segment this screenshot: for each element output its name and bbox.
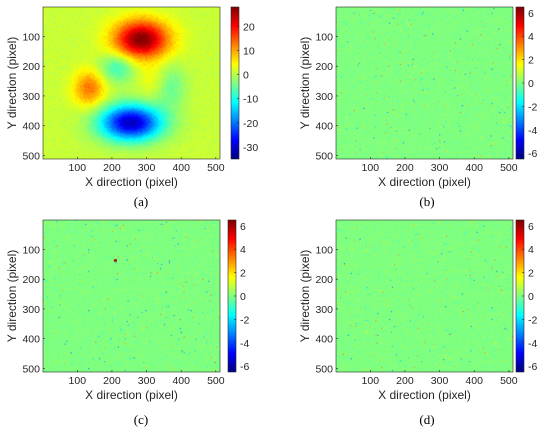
- panel-1-xtick-label-200: 200: [103, 162, 121, 174]
- panel-4-colorbar-tick-label-3: 0: [528, 291, 534, 303]
- panel-2-xtick-label-100: 100: [362, 162, 380, 174]
- panel-1-colorbar: [230, 6, 240, 160]
- panel-1-ytick-label-500: 500: [22, 150, 40, 162]
- panel-3-ytick-label-300: 300: [22, 304, 40, 316]
- panel-4-ylabel: Y direction (pixel): [298, 250, 312, 342]
- panel-3-colorbar-tick-label-3: 0: [240, 291, 246, 303]
- panel-2-ytick-label-200: 200: [315, 61, 333, 73]
- panel-1-heatmap: [43, 7, 220, 159]
- panel-4-colorbar-tick-label-6: -6: [528, 361, 537, 373]
- panel-2-colorbar-tick-label-0: 6: [528, 8, 534, 20]
- panel-4-xtick-label-200: 200: [396, 375, 414, 387]
- panel-3-spike-1: [113, 259, 117, 262]
- panel-2-xtick-label-400: 400: [465, 162, 483, 174]
- panel-3-xtick-label-300: 300: [138, 375, 156, 387]
- panel-2-ytick-label-100: 100: [315, 31, 333, 43]
- panel-3-ytick-label-400: 400: [22, 334, 40, 346]
- panel-2-axes-frame: [335, 6, 514, 160]
- panel-3-colorbar-tick-label-2: 2: [240, 268, 246, 280]
- panel-2-xtick-label-200: 200: [396, 162, 414, 174]
- panel-2-xtick-label-500: 500: [500, 162, 518, 174]
- panel-1-colorbar-tick-label-0: 20: [243, 21, 255, 33]
- panel-3-group: 100 200 300 400 500 100 200 300 400 500 X directio…: [5, 219, 249, 427]
- panel-2-colorbar-tick-label-1: 4: [528, 31, 534, 43]
- panel-3-colorbar-tick-label-4: -2: [240, 314, 249, 326]
- panel-3-xtick-label-200: 200: [103, 375, 121, 387]
- panel-4-xtick-label-500: 500: [500, 375, 518, 387]
- panel-2-colorbar-tick-label-6: -6: [528, 148, 537, 160]
- panel-2-ytick-label-400: 400: [315, 121, 333, 133]
- panel-1-xlabel: X direction (pixel): [85, 175, 178, 189]
- panel-2-xtick-label-300: 300: [431, 162, 449, 174]
- panel-4-colorbar-tick-label-5: -4: [528, 338, 537, 350]
- panel-2-group: 100 200 300 400 500 100 200 300 400 500 X directio…: [298, 6, 537, 209]
- panel-4-colorbar-tick-label-0: 6: [528, 221, 534, 233]
- panel-3-xlabel: X direction (pixel): [85, 388, 178, 402]
- panel-4-xlabel: X direction (pixel): [378, 388, 471, 402]
- panel-2-colorbar-tick-label-4: -2: [528, 101, 537, 113]
- panel-2-colorbar-tick-label-2: 2: [528, 55, 534, 67]
- panel-1-xtick-label-300: 300: [138, 162, 156, 174]
- panel-1-colorbar-tick-label-5: -30: [243, 142, 258, 154]
- panel-1-caption: (a): [134, 194, 148, 209]
- panel-4-xtick-label-400: 400: [465, 375, 483, 387]
- panel-1-xtick-label-100: 100: [69, 162, 87, 174]
- panel-1-colorbar-tick-label-2: 0: [243, 70, 249, 82]
- panel-3-xtick-label-500: 500: [207, 375, 225, 387]
- panel-2-ylabel: Y direction (pixel): [298, 37, 312, 129]
- panel-4-colorbar-tick-label-2: 2: [528, 268, 534, 280]
- panel-3-colorbar-tick-label-0: 6: [240, 221, 246, 233]
- panel-3-ytick-label-200: 200: [22, 274, 40, 286]
- panel-1-colorbar-tick-label-4: -20: [243, 118, 258, 130]
- panel-3-ytick-label-500: 500: [22, 363, 40, 375]
- panel-4-group: 100 200 300 400 500 100 200 300 400 500 X directio…: [298, 219, 537, 427]
- panel-4-ytick-label-200: 200: [315, 274, 333, 286]
- panel-2-caption: (b): [419, 194, 434, 209]
- panel-3-xtick-label-100: 100: [69, 375, 87, 387]
- panel-3-ytick-label-100: 100: [22, 244, 40, 256]
- panel-1-axes-frame: [42, 6, 221, 160]
- panel-3-xtick-label-400: 400: [172, 375, 190, 387]
- panel-4-ytick-label-500: 500: [315, 363, 333, 375]
- panel-1-colorbar-tick-label-1: 10: [243, 45, 255, 57]
- panel-1-colorbar-tick-label-3: -10: [243, 94, 258, 106]
- panel-1-xtick-label-400: 400: [172, 162, 190, 174]
- panel-4-heatmap: [336, 220, 513, 372]
- panel-1-ytick-label-300: 300: [22, 91, 40, 103]
- panel-4-xtick-label-300: 300: [431, 375, 449, 387]
- panel-3-ylabel: Y direction (pixel): [5, 250, 19, 342]
- panel-3-caption: (c): [134, 412, 148, 427]
- panel-1-ytick-label-400: 400: [22, 121, 40, 133]
- panel-3-colorbar-tick-label-5: -4: [240, 338, 249, 350]
- panel-4-ytick-label-400: 400: [315, 334, 333, 346]
- panel-3-heatmap: [43, 220, 220, 372]
- panel-4-xtick-label-100: 100: [362, 375, 380, 387]
- panel-4-colorbar-tick-label-4: -2: [528, 314, 537, 326]
- panel-2-ytick-label-300: 300: [315, 91, 333, 103]
- panel-3-colorbar-tick-label-1: 4: [240, 244, 246, 256]
- panel-4-colorbar-tick-label-1: 4: [528, 244, 534, 256]
- panel-1-ytick-label-100: 100: [22, 31, 40, 43]
- panel-1-ylabel: Y direction (pixel): [5, 37, 19, 129]
- panel-3-axes-frame: [42, 219, 221, 373]
- panel-2-xlabel: X direction (pixel): [378, 175, 471, 189]
- panel-2-heatmap: [336, 7, 513, 159]
- panel-2-ytick-label-500: 500: [315, 150, 333, 162]
- panel-4-ytick-label-100: 100: [315, 244, 333, 256]
- panel-4-axes-frame: [335, 219, 514, 373]
- panel-4-caption: (d): [419, 412, 434, 427]
- panel-3-colorbar-tick-label-6: -6: [240, 361, 249, 373]
- panel-4-ytick-label-300: 300: [315, 304, 333, 316]
- panel-1-xtick-label-500: 500: [207, 162, 225, 174]
- panel-2-colorbar-tick-label-5: -4: [528, 125, 537, 137]
- panel-2-colorbar-tick-label-3: 0: [528, 78, 534, 90]
- panel-1-ytick-label-200: 200: [22, 61, 40, 73]
